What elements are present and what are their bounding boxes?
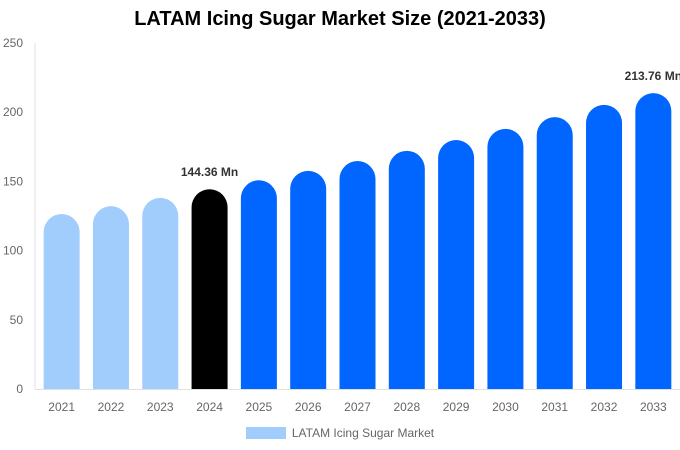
bar-2031: [536, 117, 573, 389]
y-tick-label: 150: [3, 174, 23, 188]
x-tick-label: 2026: [295, 400, 322, 414]
x-tick-label: 2021: [48, 400, 75, 414]
y-tick-label: 200: [3, 105, 23, 119]
bar-2022: [92, 206, 129, 389]
chart-title: LATAM Icing Sugar Market Size (2021-2033…: [134, 8, 546, 30]
bar-2027: [339, 161, 376, 389]
bar-2028: [388, 150, 425, 389]
data-label-2033: 213.76 Mn: [625, 69, 680, 83]
x-tick-label: 2033: [640, 400, 667, 414]
x-tick-label: 2022: [98, 400, 125, 414]
y-tick-label: 250: [3, 36, 23, 50]
data-label-2024: 144.36 Mn: [181, 165, 238, 179]
legend-label: LATAM Icing Sugar Market: [291, 426, 435, 440]
x-tick-label: 2029: [443, 400, 470, 414]
bar-2023: [142, 197, 179, 389]
legend[interactable]: LATAM Icing Sugar Market: [0, 426, 680, 440]
x-tick-label: 2023: [147, 400, 174, 414]
bar-2032: [586, 104, 623, 389]
x-tick-label: 2032: [591, 400, 618, 414]
x-tick-label: 2031: [541, 400, 568, 414]
x-tick-label: 2030: [492, 400, 519, 414]
x-tick-label: 2024: [196, 400, 223, 414]
y-tick-label: 0: [16, 382, 23, 396]
y-tick-label: 50: [10, 313, 24, 327]
bar-2021: [43, 214, 80, 389]
y-tick-label: 100: [3, 244, 23, 258]
bar-2029: [438, 140, 475, 389]
x-tick-label: 2025: [246, 400, 273, 414]
x-tick-label: 2028: [393, 400, 420, 414]
bar-2033: [635, 93, 672, 389]
bar-2025: [240, 180, 277, 389]
bar-2024: [191, 189, 228, 389]
bar-2026: [290, 170, 327, 389]
x-tick-label: 2027: [344, 400, 371, 414]
legend-swatch: [245, 427, 286, 439]
bar-2030: [487, 128, 524, 389]
